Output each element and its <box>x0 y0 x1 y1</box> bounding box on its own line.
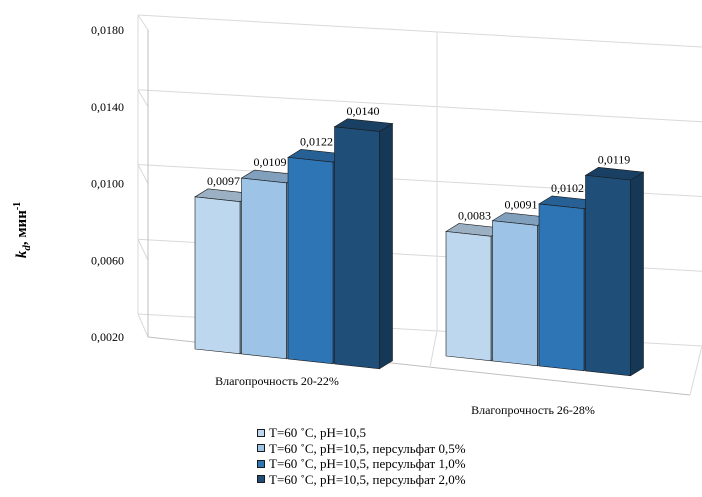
bar <box>287 157 334 365</box>
legend-swatch-2 <box>257 459 265 468</box>
y-axis-title: kd, мин-1 <box>12 202 33 258</box>
legend-item: T=60 ˚С, рН=10,5 <box>257 425 466 441</box>
y-tick-label: 0,0140 <box>91 100 124 114</box>
side-gridline <box>137 313 149 338</box>
data-label: 0,0097 <box>207 174 240 188</box>
y-axis-title-superscript: -1 <box>12 202 23 210</box>
y-tick-label: 0,0180 <box>91 23 124 37</box>
y-axis-title-symbol: k <box>14 250 30 258</box>
bar <box>334 126 380 370</box>
bar <box>445 231 492 362</box>
bar <box>492 220 538 367</box>
legend-item: T=60 ˚С, рН=10,5, персульфат 0,5% <box>257 441 466 457</box>
bar <box>585 174 631 377</box>
data-label: 0,0122 <box>300 134 333 148</box>
side-gridline <box>137 239 149 261</box>
legend-swatch-3 <box>257 475 265 484</box>
legend-label: T=60 ˚С, рН=10,5, персульфат 0,5% <box>269 440 466 456</box>
floor-right-edge <box>689 345 702 396</box>
side-gridline <box>137 14 149 31</box>
legend-swatch-1 <box>257 444 265 453</box>
legend-label: T=60 ˚С, рН=10,5, персульфат 2,0% <box>269 471 466 487</box>
bar <box>241 177 287 360</box>
data-label: 0,0091 <box>505 198 538 212</box>
y-tick-label: 0,0060 <box>91 253 124 267</box>
data-label: 0,0140 <box>347 104 380 118</box>
gridline <box>137 89 702 123</box>
legend-swatch-0 <box>257 428 265 437</box>
legend: T=60 ˚С, рН=10,5 T=60 ˚С, рН=10,5, персу… <box>257 425 466 487</box>
data-label: 0,0102 <box>551 181 584 195</box>
y-axis-title-unit: , мин <box>14 210 30 245</box>
y-tick-label: 0,0100 <box>91 177 124 191</box>
bar <box>194 196 241 355</box>
bar-side <box>379 123 393 370</box>
bar-side <box>630 171 644 377</box>
legend-label: T=60 ˚С, рН=10,5 <box>269 425 366 440</box>
legend-item: T=60 ˚С, рН=10,5, персульфат 2,0% <box>257 472 466 488</box>
category-label: Влагопрочность 20-22% <box>215 374 339 388</box>
data-label: 0,0119 <box>598 152 631 166</box>
floor-divider <box>429 330 438 368</box>
data-label: 0,0083 <box>458 208 491 222</box>
labels-layer: 0,0020 0,0060 0,0100 0,0140 0,0180 Влагопрочн… <box>91 23 630 417</box>
y-tick-label: 0,0020 <box>91 330 124 344</box>
bars-layer <box>194 118 645 377</box>
legend-label: T=60 ˚С, рН=10,5, персульфат 1,0% <box>269 456 466 471</box>
side-gridline <box>137 164 149 184</box>
gridline <box>137 14 702 48</box>
legend-item: T=60 ˚С, рН=10,5, персульфат 1,0% <box>257 456 466 472</box>
category-label: Влагопрочность 26-28% <box>471 403 595 417</box>
side-gridline <box>137 89 149 108</box>
data-label: 0,0109 <box>254 155 287 169</box>
bar <box>538 203 585 372</box>
y-axis-title-subscript: d <box>21 245 33 251</box>
